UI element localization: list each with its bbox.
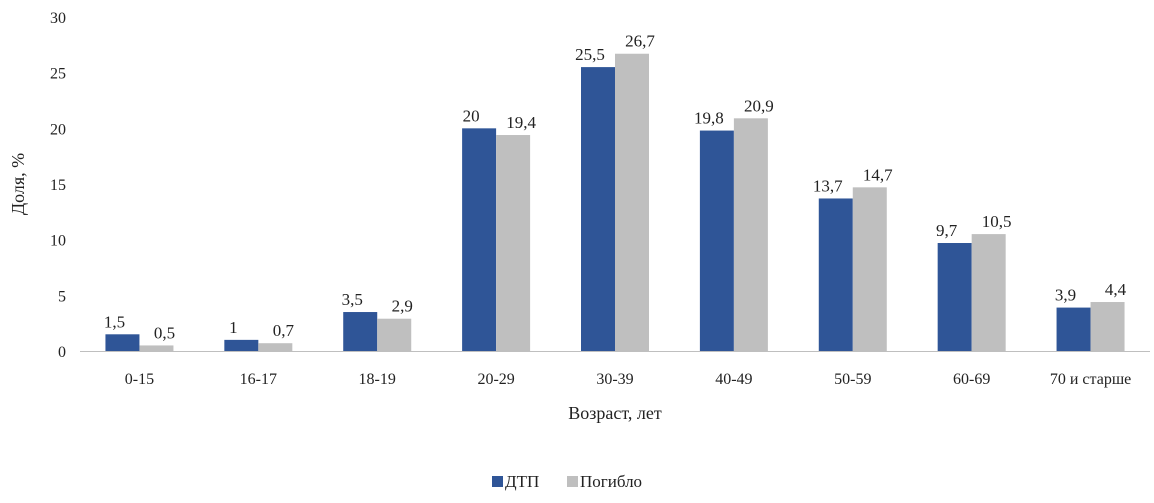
bar-pogiblo [139,345,174,351]
legend-label: ДТП [505,472,539,491]
bar-pogiblo [615,53,649,352]
bar-dtp [462,128,497,351]
bar-pogiblo [852,187,887,351]
legend-swatch [567,476,578,487]
bar-pogiblo [1090,302,1125,351]
data-label: 19,4 [506,113,536,132]
x-axis-title: Возраст, лет [568,403,662,423]
x-axis-ticks: 0-15 16-17 18-19 20-29 30-39 40-49 50-59 60-69 7… [125,371,1131,388]
bar-dtp [1056,307,1091,351]
x-tick-label: 30-39 [596,371,633,388]
x-tick-label: 50-59 [834,371,871,388]
y-tick-label: 0 [58,344,66,361]
bar-dtp [343,312,378,351]
x-tick-label: 0-15 [125,371,154,388]
data-label: 1 [229,318,238,337]
bar-pogiblo [733,118,768,352]
bar-pogiblo [377,318,412,351]
y-tick-label: 10 [50,233,66,250]
bars-group [105,53,1125,352]
y-tick-label: 15 [50,177,66,194]
bar-dtp [105,334,140,351]
bar-dtp [224,339,259,351]
data-label: 0,5 [154,323,175,342]
data-labels-group: 1,5 0,5 1 0,7 3,5 2,9 20 19,4 25,5 26,7 19,8 20,9 13… [104,32,1127,343]
legend: ДТП Погибло [492,472,642,491]
bar-dtp [818,198,853,351]
bar-pogiblo [971,234,1006,351]
data-label: 3,9 [1055,286,1076,305]
data-label: 20,9 [744,96,774,115]
x-tick-label: 40-49 [715,371,752,388]
data-label: 3,5 [342,290,363,309]
y-tick-label: 30 [50,10,66,27]
x-tick-label: 16-17 [240,371,277,388]
x-tick-label: 18-19 [359,371,396,388]
data-label: 2,9 [392,297,413,316]
bar-dtp [581,67,615,351]
bar-dtp [937,243,972,351]
data-label: 13,7 [813,176,843,195]
bar-dtp [699,130,734,351]
y-tick-label: 20 [50,121,66,138]
y-tick-label: 5 [58,288,66,305]
data-label: 25,5 [575,45,605,64]
bar-pogiblo [496,135,531,351]
data-label: 1,5 [104,312,125,331]
data-label: 20 [463,106,480,125]
data-label: 14,7 [863,165,893,184]
y-axis-ticks: 0 5 10 15 20 25 30 [50,10,66,361]
data-label: 26,7 [625,32,655,51]
y-axis-title: Доля, % [8,153,28,215]
data-label: 19,8 [694,109,724,128]
legend-label: Погибло [580,472,642,491]
x-tick-label: 60-69 [953,371,990,388]
x-tick-label: 20-29 [477,371,514,388]
data-label: 0,7 [273,321,295,340]
data-label: 10,5 [982,212,1012,231]
data-label: 4,4 [1105,280,1127,299]
data-label: 9,7 [936,221,958,240]
legend-swatch [492,476,503,487]
x-tick-label: 70 и старше [1050,371,1131,388]
bar-pogiblo [258,343,293,351]
y-tick-label: 25 [50,66,66,83]
